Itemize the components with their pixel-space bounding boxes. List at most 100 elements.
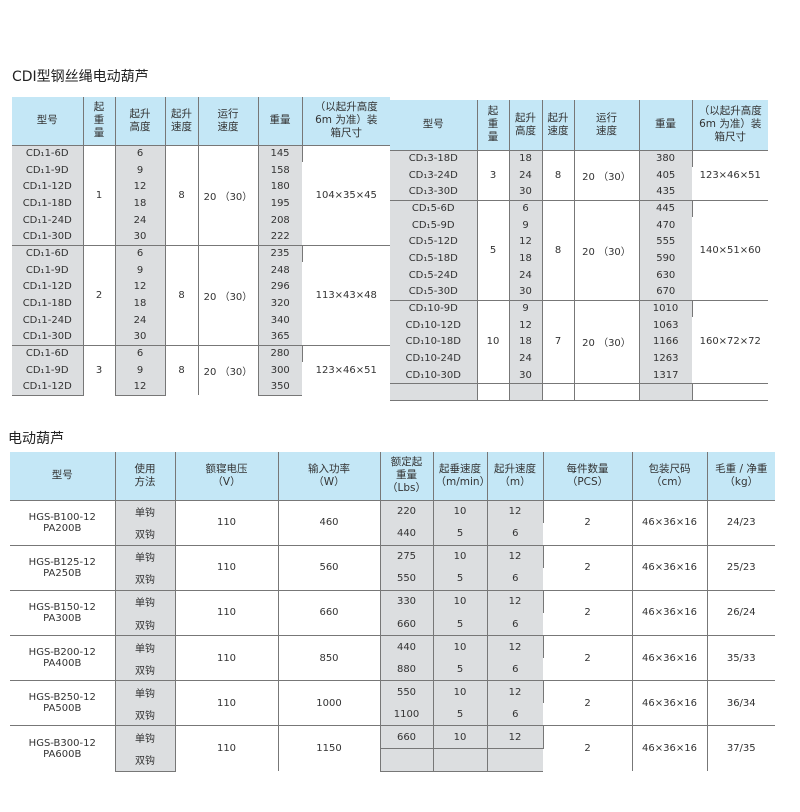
quantity-cell: 2 xyxy=(543,589,633,636)
weight-cell: 195 xyxy=(258,195,302,212)
weight-cell: 350 xyxy=(258,378,302,396)
electric-hoist-table: 型号 使用 方法 额寝电压 （V） 输入功率 （W） 额定起 重量 （Lbs） 起垂速度 … xyxy=(10,452,775,772)
rated-load-cell xyxy=(380,748,434,772)
package-size-cell: 46×36×16 xyxy=(632,544,708,591)
table-row: CD₁5-6D 5 6 8 20 （30） 445 140×51×60 xyxy=(390,199,768,301)
model-cell: CD₁5-18D xyxy=(390,250,478,267)
rated-load-cell: 440 xyxy=(380,635,434,659)
table-row: CD₁1-12D 12 296 xyxy=(12,278,390,296)
table-row: CD₁3-18D 3 18 8 20 （30） 380 123×46×51 xyxy=(390,149,768,201)
box-size-cell: 104×35×45 xyxy=(302,144,390,246)
table-row: HGS-B100-12 PA200B 单钩 110 460 220 10 12 2 46×36×… xyxy=(10,499,775,546)
column-header: 额寝电压 （V） xyxy=(175,452,279,500)
empty-cell xyxy=(477,383,510,401)
weight-cell: 1063 xyxy=(639,316,692,334)
gross-net-weight-cell: 25/23 xyxy=(707,544,775,591)
cd1-table-left: 型号起 重 量起升 高度 起升 速度 运行 速度 重量 （以起升高度 6m 为准）装 箱… xyxy=(12,97,390,396)
lift-height-cell: 12 xyxy=(115,178,166,196)
model-cell: HGS-B200-12 PA400B xyxy=(10,635,116,681)
model-cell: CD₁1-6D xyxy=(12,344,84,362)
column-header: 重量 xyxy=(639,100,693,150)
hook-type-cell: 双钩 xyxy=(115,522,176,546)
power-cell: 660 xyxy=(278,589,381,636)
model-cell: CD₁1-18D xyxy=(12,295,84,312)
model-cell: CD₁5-9D xyxy=(390,216,478,234)
model-cell: CD₁3-24D xyxy=(390,166,478,184)
section1-title: CDI型钢丝绳电动葫芦 xyxy=(12,69,149,85)
lifting-speed-cell: 6 xyxy=(487,567,543,591)
voltage-cell: 110 xyxy=(175,635,279,681)
column-header: 包装尺码 （cm） xyxy=(632,452,708,500)
lowering-speed-cell: 5 xyxy=(433,522,488,546)
lowering-speed-cell xyxy=(433,748,488,772)
hook-type-cell: 双钩 xyxy=(115,612,176,636)
weight-cell: 365 xyxy=(258,328,302,346)
capacity-cell: 3 xyxy=(83,344,116,396)
table-row: CD₁1-30D 30 365 xyxy=(12,328,390,346)
model-cell: CD₁1-24D xyxy=(12,211,84,229)
quantity-cell: 2 xyxy=(543,680,633,726)
table-row: 双钩 xyxy=(10,748,775,772)
hook-type-cell: 双钩 xyxy=(115,703,176,726)
table-row: CD₁1-9D 9 300 xyxy=(12,361,390,379)
rated-load-cell: 275 xyxy=(380,544,434,568)
power-cell: 850 xyxy=(278,635,381,681)
lift-height-cell: 9 xyxy=(509,216,543,234)
rated-load-cell: 1100 xyxy=(380,703,434,726)
lifting-speed-cell: 12 xyxy=(487,725,544,749)
power-cell: 1000 xyxy=(278,680,381,726)
weight-cell: 630 xyxy=(639,266,692,284)
lift-height-cell: 30 xyxy=(509,283,543,301)
table-row: CD₁1-18D 18 320 xyxy=(12,295,390,312)
table-row: 双钩 440 5 6 xyxy=(10,522,775,546)
travel-speed-cell: 20 （30） xyxy=(574,199,640,301)
column-header: 使用 方法 xyxy=(115,452,176,500)
table-row: 双钩 880 5 6 xyxy=(10,658,775,681)
table-row: CD₁1-6D 2 6 8 20 （30） 235 113×43×48 xyxy=(12,244,390,346)
lifting-speed-cell: 6 xyxy=(487,612,543,636)
weight-cell: 158 xyxy=(258,161,302,179)
rated-load-cell: 220 xyxy=(380,499,434,523)
lift-height-cell: 30 xyxy=(115,328,166,346)
empty-cell xyxy=(390,383,478,401)
table-row: CD₁5-18D 18 590 xyxy=(390,250,768,267)
lifting-speed-cell: 12 xyxy=(487,635,544,659)
capacity-cell: 2 xyxy=(83,244,116,346)
column-header: （以起升高度 6m 为准）装 箱尺寸 xyxy=(692,100,768,150)
column-header: 型号 xyxy=(390,100,478,150)
table-row: CD₁5-30D 30 670 xyxy=(390,283,768,301)
column-header: （以起升高度 6m 为准）装 箱尺寸 xyxy=(302,97,390,145)
gross-net-weight-cell: 36/34 xyxy=(707,680,775,726)
capacity-cell: 5 xyxy=(477,199,510,301)
lowering-speed-cell: 5 xyxy=(433,612,488,636)
lift-height-cell: 24 xyxy=(509,166,543,184)
hook-type-cell: 单钩 xyxy=(115,544,176,568)
rated-load-cell: 660 xyxy=(380,725,434,749)
model-cell: HGS-B100-12 PA200B xyxy=(10,499,116,546)
lift-height-cell: 9 xyxy=(509,299,543,317)
gross-net-weight-cell: 24/23 xyxy=(707,499,775,546)
lowering-speed-cell: 10 xyxy=(433,589,488,613)
travel-speed-cell: 20 （30） xyxy=(574,299,640,384)
lift-height-cell: 12 xyxy=(115,378,166,396)
table-row: CD₁10-12D 12 1063 xyxy=(390,316,768,334)
lift-height-cell: 9 xyxy=(115,261,166,279)
gross-net-weight-cell: 26/24 xyxy=(707,589,775,636)
cd1-table-right: 型号起 重 量起升 高度 起升 速度 运行 速度 重量 （以起升高度 6m 为准）装 箱… xyxy=(390,100,768,401)
weight-cell: 222 xyxy=(258,228,302,246)
lifting-speed-cell: 12 xyxy=(487,680,544,704)
lowering-speed-cell: 5 xyxy=(433,658,488,681)
weight-cell: 235 xyxy=(258,244,303,262)
model-cell: HGS-B150-12 PA300B xyxy=(10,589,116,636)
lowering-speed-cell: 10 xyxy=(433,680,488,704)
table-row: CD₁1-6D 1 6 8 20 （30） 145 104×35×45 xyxy=(12,144,390,246)
column-header: 毛重 / 净重 （kg） xyxy=(707,452,775,500)
voltage-cell: 110 xyxy=(175,680,279,726)
model-cell: HGS-B250-12 PA500B xyxy=(10,680,116,726)
rated-load-cell: 440 xyxy=(380,522,434,546)
weight-cell: 470 xyxy=(639,216,692,234)
column-header: 起升 速度 xyxy=(542,100,575,150)
model-cell: CD₁3-30D xyxy=(390,183,478,201)
hook-type-cell: 单钩 xyxy=(115,499,176,523)
rated-load-cell: 330 xyxy=(380,589,434,613)
